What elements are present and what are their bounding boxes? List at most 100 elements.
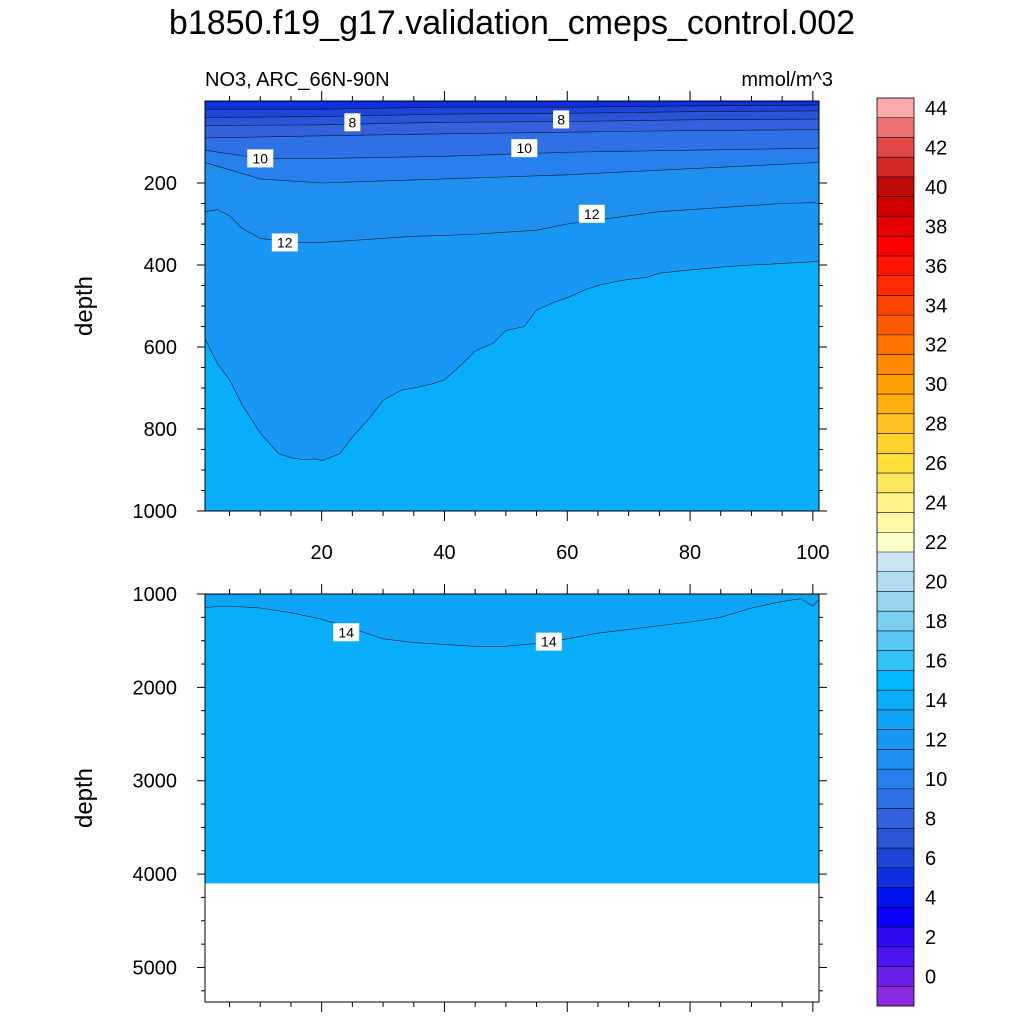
colorbar-label: 38 (925, 216, 947, 238)
colorbar-swatch (877, 927, 914, 948)
x-tick-label: 80 (679, 542, 701, 564)
contour-line-8 (205, 118, 819, 126)
lower-axis-ticks: 1000 2000 3000 4000 5000 (133, 584, 827, 1012)
ocean-floor-mask (205, 883, 819, 1002)
upper-contour-labels: 8 8 10 10 12 12 (247, 110, 605, 252)
upper-depth-section-panel: 8 8 10 10 12 12 200 400 600 800 1000 20 40 60 80 100 d… (71, 91, 830, 564)
contour-line-7 (205, 110, 819, 118)
colorbar-swatch (877, 157, 914, 178)
colorbar-swatch (877, 729, 914, 750)
x-tick-label: 60 (556, 542, 578, 564)
colorbar-swatch (877, 946, 914, 967)
colorbar-swatch (877, 374, 914, 395)
colorbar-swatch (877, 334, 914, 355)
contour-label: 14 (333, 623, 360, 642)
y-tick-label: 200 (144, 173, 177, 195)
upper-axis-ticks: 200 400 600 800 1000 20 40 60 80 100 (133, 91, 830, 564)
lower-y-axis-label: depth (71, 768, 98, 828)
lower-contour-lines (205, 598, 819, 1002)
colorbar-swatch (877, 848, 914, 869)
colorbar-frame (876, 97, 915, 1007)
contour-label-text: 8 (557, 111, 565, 127)
contour-label: 14 (535, 632, 562, 651)
colorbar-swatch (877, 867, 914, 888)
colorbar-swatch (877, 492, 914, 513)
colorbar-label: 42 (925, 137, 947, 159)
colorbar-label: 18 (925, 611, 947, 633)
colorbar-label: 4 (925, 887, 936, 909)
y-tick-label: 3000 (133, 771, 178, 793)
colorbar-swatch (877, 887, 914, 908)
x-tick-label: 40 (433, 542, 455, 564)
upper-y-axis-label: depth (71, 276, 98, 336)
colorbar-swatch (877, 413, 914, 434)
colorbar-swatch (877, 828, 914, 849)
colorbar-label: 10 (925, 769, 947, 791)
y-tick-label: 4000 (133, 864, 178, 886)
y-tick-label: 2000 (133, 677, 178, 699)
lower-panel-frame (204, 593, 820, 1003)
contour-label-text: 12 (277, 234, 293, 250)
colorbar-swatch (877, 98, 914, 119)
colorbar-label: 14 (925, 690, 947, 712)
contour-line-6 (205, 104, 819, 110)
upper-contour-lines (205, 104, 819, 461)
colorbar-label: 30 (925, 374, 947, 396)
colorbar-label: 44 (925, 98, 947, 120)
contour-label-text: 8 (348, 114, 356, 130)
colorbar-swatch (877, 788, 914, 809)
y-tick-label: 5000 (133, 957, 178, 979)
colorbar-swatch (877, 532, 914, 553)
contour-label: 10 (511, 139, 538, 158)
panel-units: mmol/m^3 (741, 69, 833, 91)
colorbar-swatch (877, 117, 914, 138)
colorbar-swatch (877, 571, 914, 592)
contour-line-12 (205, 202, 819, 243)
contour-label: 8 (344, 113, 361, 132)
colorbar-swatch (877, 690, 914, 711)
colorbar-label: 6 (925, 848, 936, 870)
lower-contour-labels: 14 14 (333, 623, 562, 651)
colorbar-swatch (877, 433, 914, 454)
colorbar-swatch (877, 394, 914, 415)
contour-label-text: 10 (516, 140, 532, 156)
upper-contour-fills (205, 101, 819, 511)
lower-depth-section-panel: 14 14 1000 2000 3000 4000 5000 depth (71, 584, 827, 1012)
colorbar-swatch (877, 354, 914, 375)
colorbar-label: 36 (925, 256, 947, 278)
contour-label-text: 10 (252, 150, 268, 166)
colorbar-swatch (877, 196, 914, 217)
colorbar-swatch (877, 907, 914, 928)
colorbar-swatch (877, 473, 914, 494)
contour-label: 12 (271, 233, 298, 252)
contour-line-9 (205, 129, 819, 139)
colorbar-label: 34 (925, 295, 947, 317)
colorbar-swatch (877, 453, 914, 474)
colorbar-swatch (877, 986, 914, 1007)
colorbar-swatch (877, 216, 914, 237)
colorbar-swatch (877, 315, 914, 336)
colorbar-swatch (877, 275, 914, 296)
contour-fill-6 (205, 101, 819, 110)
colorbar-label: 40 (925, 177, 947, 199)
colorbar-label: 32 (925, 335, 947, 357)
colorbar-swatch (877, 650, 914, 671)
contour-label: 8 (553, 110, 570, 129)
colorbar-swatch (877, 808, 914, 829)
x-tick-label: 20 (311, 542, 333, 564)
colorbar-swatch (877, 512, 914, 533)
colorbar-label: 20 (925, 572, 947, 594)
colorbar-swatch (877, 137, 914, 158)
y-tick-label: 600 (144, 337, 177, 359)
colorbar-swatch (877, 749, 914, 770)
colorbar-label: 26 (925, 453, 947, 475)
colorbar-label: 12 (925, 730, 947, 752)
colorbar-label: 22 (925, 532, 947, 554)
contour-line-13 (205, 260, 819, 461)
contour-fill-14 (205, 594, 819, 647)
y-tick-label: 800 (144, 419, 177, 441)
colorbar-swatch (877, 552, 914, 573)
colorbar-label: 24 (925, 493, 947, 515)
contour-label-text: 14 (541, 634, 557, 650)
